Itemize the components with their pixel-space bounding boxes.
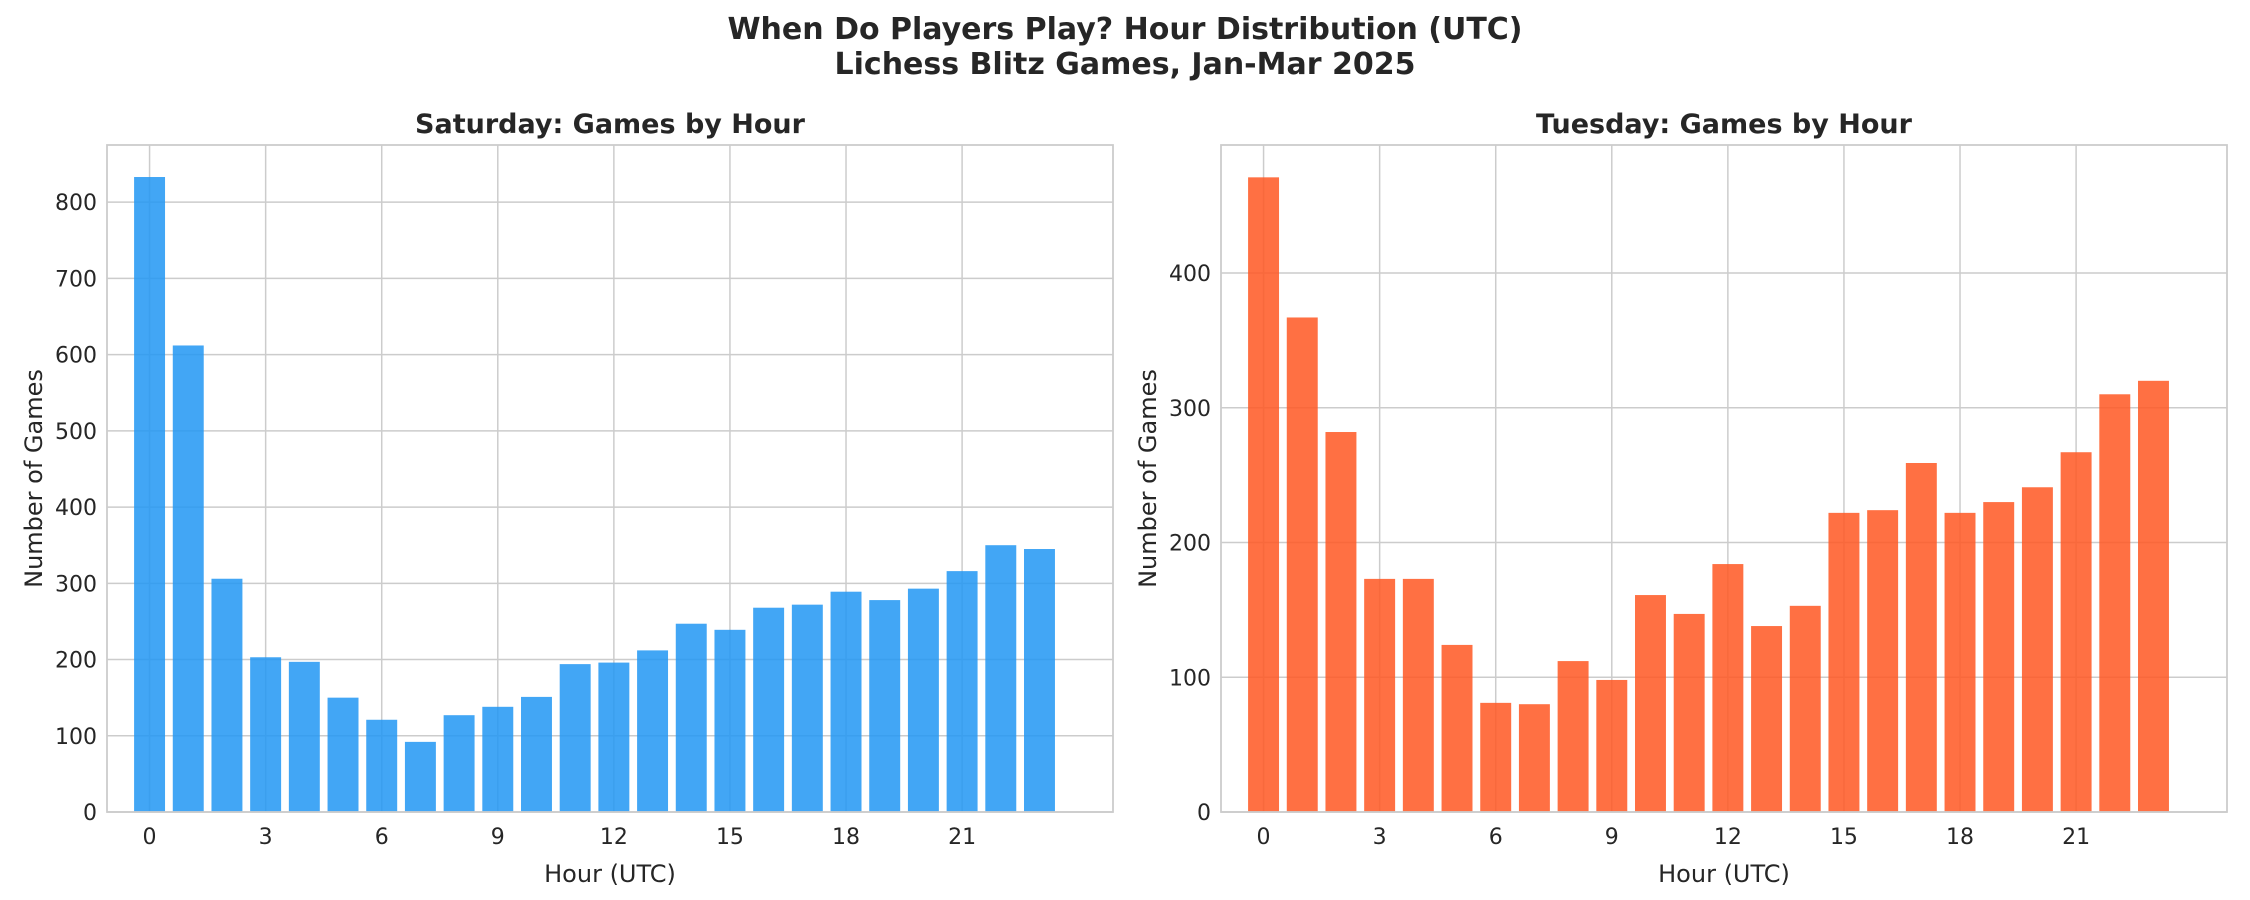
y-tick-label: 200 (1169, 532, 1211, 557)
x-tick-label: 0 (1257, 825, 1271, 850)
bar (1480, 702, 1512, 812)
bar (1712, 564, 1744, 812)
y-tick-label: 600 (55, 344, 97, 369)
x-tick-label: 15 (1830, 825, 1858, 850)
bar (521, 696, 552, 812)
y-tick-label: 400 (55, 496, 97, 521)
bar (172, 345, 204, 812)
bar (907, 588, 939, 812)
bar (327, 697, 359, 812)
y-tick-label: 400 (1169, 262, 1211, 287)
bar (443, 715, 475, 812)
chart-title: Tuesday: Games by Hour (1536, 109, 1913, 140)
bar (946, 571, 978, 812)
bar (2060, 452, 2092, 812)
bar (1248, 177, 1280, 812)
bar (1596, 679, 1628, 812)
bar (869, 600, 901, 812)
bar (1905, 463, 1937, 812)
y-tick-label: 800 (55, 191, 97, 216)
bar (1867, 510, 1899, 812)
bar (830, 591, 862, 812)
bar (1635, 595, 1666, 812)
bar (1518, 704, 1550, 812)
bar (1789, 605, 1821, 812)
y-tick-label: 300 (1169, 397, 1211, 422)
x-tick-label: 12 (600, 825, 628, 850)
x-tick-label: 3 (1373, 825, 1387, 850)
figure-subtitle: Lichess Blitz Games, Jan-Mar 2025 (834, 47, 1416, 82)
bar (1402, 578, 1434, 812)
y-axis-label: Number of Games (20, 369, 48, 588)
bar (1441, 644, 1473, 812)
plot-frame (1220, 144, 2228, 813)
y-tick-label: 0 (1197, 801, 1211, 826)
plot-frame (106, 144, 1114, 813)
bar (1557, 661, 1589, 812)
bar (753, 607, 785, 812)
bar (598, 662, 630, 812)
chart-panel-1: 0 3 6 9 12 15 18 21 0 100 200 300 400 500 600 700 800 Sat… (20, 109, 1114, 888)
x-tick-label: 0 (143, 825, 157, 850)
bar (559, 664, 591, 812)
y-tick-label: 700 (55, 267, 97, 292)
bar (482, 706, 514, 812)
bar (2021, 487, 2053, 812)
bar (1983, 502, 2015, 812)
x-axis-label: Hour (UTC) (544, 860, 676, 888)
bar (288, 661, 320, 812)
bar (250, 657, 282, 812)
bar (985, 545, 1017, 812)
y-tick-label: 0 (83, 801, 97, 826)
x-tick-label: 6 (1489, 825, 1503, 850)
bar (211, 578, 243, 812)
chart-title: Saturday: Games by Hour (415, 109, 806, 140)
y-axis-label: Number of Games (1134, 369, 1162, 588)
bar (1751, 626, 1783, 812)
x-tick-label: 21 (948, 825, 976, 850)
bar (1364, 578, 1396, 812)
x-axis-label: Hour (UTC) (1658, 860, 1790, 888)
x-tick-label: 3 (259, 825, 273, 850)
bar (714, 629, 746, 812)
x-tick-label: 9 (1605, 825, 1619, 850)
figure-title: When Do Players Play? Hour Distribution … (727, 12, 1523, 47)
bar (2099, 394, 2131, 812)
bar (134, 177, 166, 813)
bar (1024, 549, 1055, 812)
x-tick-label: 15 (716, 825, 744, 850)
bar (675, 623, 707, 812)
x-tick-label: 9 (491, 825, 505, 850)
y-tick-label: 300 (55, 572, 97, 597)
bar (1286, 317, 1318, 812)
x-tick-label: 18 (832, 825, 860, 850)
chart-panel-2: 0 3 6 9 12 15 18 21 0 100 200 300 400 Tuesday: Games … (1134, 109, 2228, 888)
bar (366, 719, 398, 812)
bar (1828, 512, 1860, 812)
bar (404, 741, 436, 812)
x-tick-label: 12 (1714, 825, 1742, 850)
y-tick-label: 100 (1169, 666, 1211, 691)
x-tick-label: 6 (375, 825, 389, 850)
bar (791, 604, 823, 812)
bar (1325, 432, 1357, 812)
y-tick-label: 500 (55, 420, 97, 445)
x-tick-label: 21 (2062, 825, 2090, 850)
bar (1673, 613, 1705, 812)
y-tick-label: 200 (55, 649, 97, 674)
bar (1944, 512, 1976, 812)
x-tick-label: 18 (1946, 825, 1974, 850)
bar (637, 650, 669, 812)
y-tick-label: 100 (55, 725, 97, 750)
bar (2138, 380, 2169, 812)
